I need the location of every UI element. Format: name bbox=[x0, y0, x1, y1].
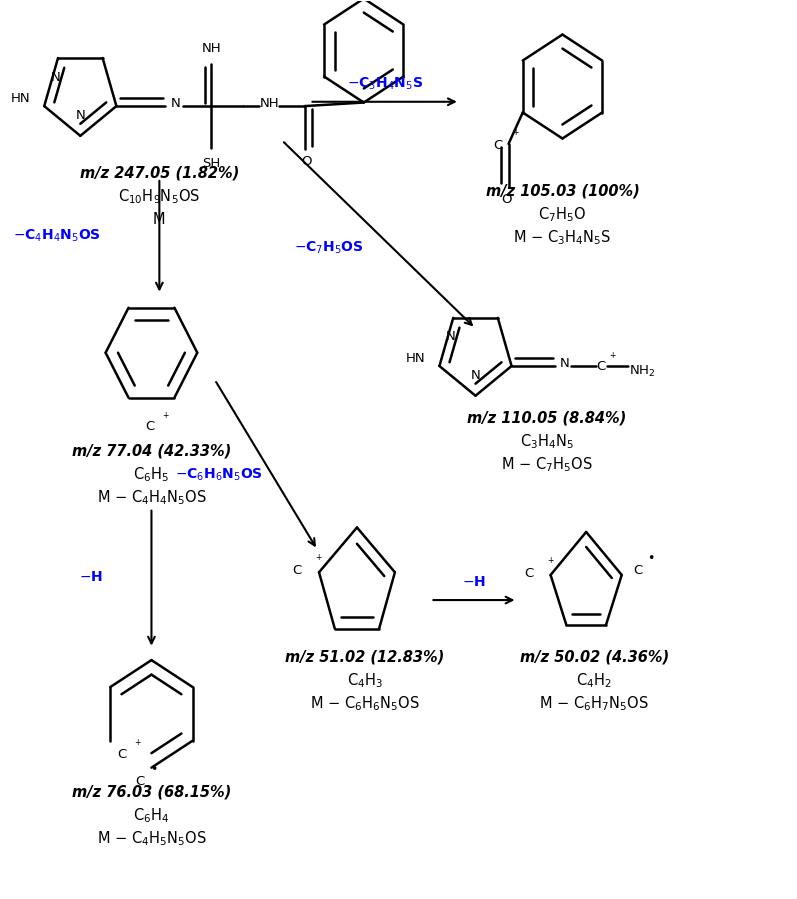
Text: HN: HN bbox=[10, 93, 30, 105]
Text: C$_4$H$_2$: C$_4$H$_2$ bbox=[576, 672, 612, 690]
Text: •: • bbox=[150, 763, 157, 776]
Text: M $-$ C$_6$H$_7$N$_5$OS: M $-$ C$_6$H$_7$N$_5$OS bbox=[540, 695, 649, 714]
Text: $^+$: $^+$ bbox=[608, 351, 617, 360]
Text: NH: NH bbox=[202, 42, 221, 55]
Text: M: M bbox=[153, 211, 166, 227]
Text: NH: NH bbox=[260, 97, 280, 110]
Text: C$_6$H$_5$: C$_6$H$_5$ bbox=[133, 466, 170, 484]
Text: $-$H: $-$H bbox=[79, 570, 103, 583]
Text: C: C bbox=[145, 420, 155, 432]
Text: C: C bbox=[524, 566, 533, 580]
Text: m/z 77.04 (42.33%): m/z 77.04 (42.33%) bbox=[72, 444, 231, 458]
Text: m/z 51.02 (12.83%): m/z 51.02 (12.83%) bbox=[285, 650, 445, 665]
Text: $^+$: $^+$ bbox=[314, 554, 324, 564]
Text: N: N bbox=[76, 110, 85, 122]
Text: M $-$ C$_4$H$_5$N$_5$OS: M $-$ C$_4$H$_5$N$_5$OS bbox=[96, 829, 206, 848]
Text: m/z 247.05 (1.82%): m/z 247.05 (1.82%) bbox=[80, 166, 239, 181]
Text: N: N bbox=[51, 70, 61, 84]
Text: C$_7$H$_5$O: C$_7$H$_5$O bbox=[538, 205, 587, 224]
Text: m/z 105.03 (100%): m/z 105.03 (100%) bbox=[485, 184, 639, 199]
Text: m/z 110.05 (8.84%): m/z 110.05 (8.84%) bbox=[467, 411, 626, 425]
Text: $-$H: $-$H bbox=[462, 575, 486, 589]
Text: C: C bbox=[118, 748, 127, 761]
Text: C$_6$H$_4$: C$_6$H$_4$ bbox=[133, 806, 170, 824]
Text: N: N bbox=[446, 331, 456, 343]
Text: O: O bbox=[301, 156, 312, 168]
Text: m/z 76.03 (68.15%): m/z 76.03 (68.15%) bbox=[72, 784, 231, 799]
Text: C$_4$H$_3$: C$_4$H$_3$ bbox=[347, 672, 383, 690]
Text: C: C bbox=[292, 564, 301, 577]
Text: $-$C$_6$H$_6$N$_5$OS: $-$C$_6$H$_6$N$_5$OS bbox=[175, 467, 263, 483]
Text: C: C bbox=[634, 564, 643, 577]
Text: C: C bbox=[493, 139, 502, 152]
Text: C: C bbox=[596, 360, 606, 372]
Text: M $-$ C$_7$H$_5$OS: M $-$ C$_7$H$_5$OS bbox=[501, 456, 592, 474]
Text: HN: HN bbox=[406, 352, 426, 365]
Text: O: O bbox=[501, 193, 512, 206]
Text: M $-$ C$_6$H$_6$N$_5$OS: M $-$ C$_6$H$_6$N$_5$OS bbox=[310, 695, 420, 714]
Text: M $-$ C$_4$H$_4$N$_5$OS: M $-$ C$_4$H$_4$N$_5$OS bbox=[96, 488, 206, 507]
Text: C: C bbox=[135, 775, 144, 788]
Text: $^+$: $^+$ bbox=[546, 556, 555, 566]
Text: $-$C$_4$H$_4$N$_5$OS: $-$C$_4$H$_4$N$_5$OS bbox=[13, 228, 100, 245]
Text: C$_{10}$H$_9$N$_5$OS: C$_{10}$H$_9$N$_5$OS bbox=[118, 187, 200, 206]
Text: $^+$: $^+$ bbox=[511, 129, 520, 138]
Text: SH: SH bbox=[202, 157, 221, 170]
Text: $^+$: $^+$ bbox=[161, 411, 171, 421]
Text: C$_3$H$_4$N$_5$: C$_3$H$_4$N$_5$ bbox=[520, 432, 574, 450]
Text: N: N bbox=[559, 357, 569, 369]
Text: M $-$ C$_3$H$_4$N$_5$S: M $-$ C$_3$H$_4$N$_5$S bbox=[513, 228, 611, 247]
Text: N: N bbox=[171, 97, 181, 110]
Text: N: N bbox=[471, 369, 481, 382]
Text: m/z 50.02 (4.36%): m/z 50.02 (4.36%) bbox=[520, 650, 669, 665]
Text: NH$_2$: NH$_2$ bbox=[630, 364, 656, 379]
Text: $-$C$_3$H$_4$N$_5$S: $-$C$_3$H$_4$N$_5$S bbox=[347, 76, 422, 92]
Text: $-$C$_7$H$_5$OS: $-$C$_7$H$_5$OS bbox=[294, 240, 364, 256]
Text: $^+$: $^+$ bbox=[132, 738, 142, 748]
Text: •: • bbox=[647, 552, 654, 565]
